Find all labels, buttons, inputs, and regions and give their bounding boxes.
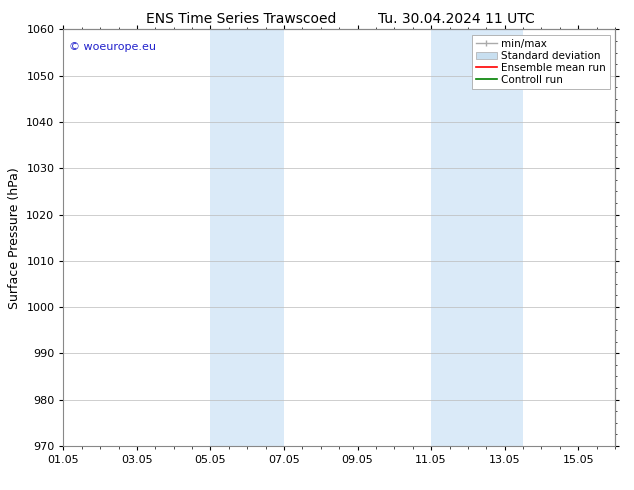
- Text: ENS Time Series Trawscoed: ENS Time Series Trawscoed: [146, 12, 336, 26]
- Bar: [210, 29, 284, 446]
- Y-axis label: Surface Pressure (hPa): Surface Pressure (hPa): [8, 167, 21, 309]
- Text: © woeurope.eu: © woeurope.eu: [69, 42, 156, 52]
- Bar: [431, 29, 523, 446]
- Text: Tu. 30.04.2024 11 UTC: Tu. 30.04.2024 11 UTC: [378, 12, 535, 26]
- Legend: min/max, Standard deviation, Ensemble mean run, Controll run: min/max, Standard deviation, Ensemble me…: [472, 35, 610, 89]
